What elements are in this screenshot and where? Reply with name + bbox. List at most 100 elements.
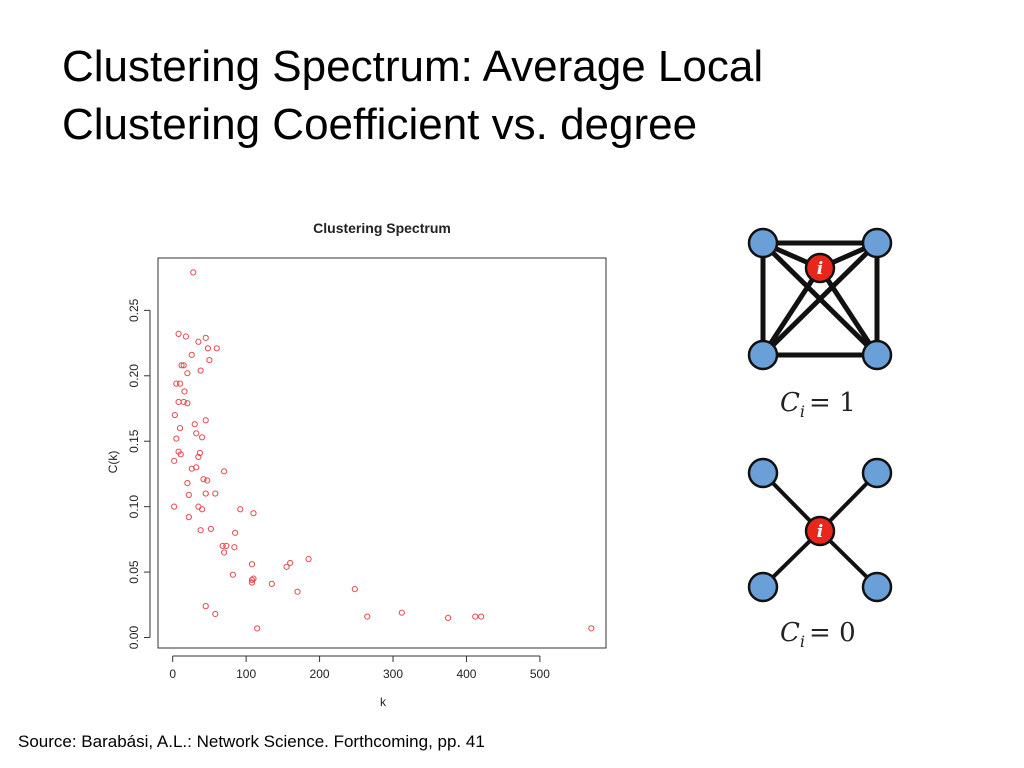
- data-point: [188, 351, 195, 358]
- data-point: [180, 398, 187, 406]
- data-point: [195, 338, 202, 345]
- y-tick-label: 0.10: [127, 495, 141, 519]
- data-point: [181, 388, 188, 395]
- data-point: [223, 542, 230, 550]
- data-point: [202, 490, 209, 497]
- data-point: [190, 269, 197, 276]
- data-point: [207, 525, 214, 533]
- data-point: [254, 625, 261, 632]
- data-point: [173, 435, 180, 442]
- x-tick-label: 300: [383, 667, 403, 681]
- scatter-plot-panel: Clustering Spectrum 0 100 200 300 400 500 0.0…: [100, 210, 620, 720]
- data-point: [202, 334, 209, 341]
- data-point: [188, 465, 195, 472]
- chart-title: Clustering Spectrum: [313, 220, 451, 236]
- data-point: [197, 527, 204, 534]
- data-point: [202, 603, 209, 610]
- slide-title: Clustering Spectrum: Average Local Clust…: [62, 38, 982, 154]
- ci-value: = 0: [809, 618, 856, 648]
- plot-frame: [157, 257, 607, 649]
- complete-graph: i: [747, 227, 893, 371]
- y-tick-label: 0.00: [127, 626, 141, 650]
- data-point: [206, 356, 213, 364]
- x-tick-label: 0: [169, 667, 176, 681]
- data-point: [287, 559, 294, 567]
- x-tick-label: 200: [310, 667, 330, 681]
- y-tick-label: 0.25: [127, 298, 141, 322]
- center-node-label: i: [817, 259, 823, 279]
- data-point: [212, 610, 219, 618]
- ci-symbol: C: [780, 618, 800, 648]
- neighbor-node: [747, 457, 779, 489]
- data-point: [197, 367, 204, 374]
- data-point: [195, 453, 202, 461]
- y-tick-label: 0.05: [127, 560, 141, 584]
- neighbor-node: [747, 571, 779, 603]
- neighbor-node: [861, 571, 893, 603]
- clustering-label-one: Ci = 1: [780, 388, 856, 421]
- data-point: [444, 614, 452, 621]
- y-tick-label: 0.20: [127, 364, 141, 388]
- data-point: [171, 411, 178, 419]
- center-node: [804, 252, 836, 284]
- data-point: [176, 425, 184, 432]
- data-point: [231, 544, 238, 551]
- data-point: [173, 380, 180, 387]
- source-citation: Source: Barabási, A.L.: Network Science.…: [18, 732, 485, 751]
- x-tick-label: 400: [456, 667, 476, 681]
- data-point: [180, 362, 187, 369]
- data-point: [175, 398, 182, 406]
- ci-subscript: i: [799, 402, 806, 421]
- data-point: [185, 514, 192, 521]
- diagram-zero-clustering: i: [736, 450, 906, 610]
- data-point: [212, 490, 219, 497]
- data-point: [193, 430, 200, 437]
- data-point: [195, 503, 202, 510]
- slide-title-line-1: Clustering Spectrum: Average Local: [62, 42, 764, 91]
- center-node: [804, 515, 836, 547]
- data-point: [250, 510, 257, 517]
- data-point: [191, 421, 198, 428]
- data-point: [213, 345, 220, 352]
- y-tick-label: 0.15: [127, 429, 141, 453]
- data-point: [248, 576, 256, 584]
- data-point: [178, 362, 185, 369]
- star-graph: i: [747, 457, 893, 603]
- x-axis-label: k: [380, 695, 387, 709]
- y-axis-label: C(k): [106, 451, 120, 474]
- ci-symbol: C: [780, 388, 800, 418]
- slide-title-line-2: Clustering Coefficient vs. degree: [62, 100, 698, 149]
- data-point: [364, 613, 371, 620]
- diagram-full-clustering: i: [736, 218, 906, 378]
- data-point: [305, 555, 312, 563]
- data-point: [196, 449, 203, 457]
- x-tick-label: 100: [236, 667, 256, 681]
- ci-subscript: i: [799, 632, 806, 651]
- y-axis: 0.00 0.05 0.10 0.15 0.20 0.25: [127, 298, 151, 650]
- data-point: [248, 579, 256, 586]
- data-point: [351, 586, 358, 593]
- clustering-label-zero: Ci = 0: [780, 618, 856, 651]
- data-point: [250, 575, 257, 582]
- data-point: [182, 333, 190, 340]
- data-point: [283, 563, 290, 570]
- ci-value: = 1: [809, 388, 856, 418]
- data-point: [171, 457, 178, 464]
- neighbor-node: [861, 457, 893, 489]
- data-point: [171, 503, 178, 510]
- data-point: [177, 451, 184, 458]
- scatter-points: [171, 269, 595, 632]
- data-point: [232, 529, 239, 536]
- data-point: [237, 506, 244, 513]
- neighbor-node: [747, 227, 779, 259]
- x-axis: 0 100 200 300 400 500: [169, 655, 550, 681]
- data-point: [176, 380, 184, 387]
- data-point: [268, 580, 275, 587]
- data-point: [185, 491, 192, 498]
- neighbor-node: [861, 339, 893, 371]
- data-point: [588, 625, 595, 632]
- scatter-plot: Clustering Spectrum 0 100 200 300 400 500 0.0…: [106, 220, 607, 709]
- data-point: [184, 400, 191, 407]
- x-tick-label: 500: [530, 667, 550, 681]
- data-point: [220, 549, 228, 556]
